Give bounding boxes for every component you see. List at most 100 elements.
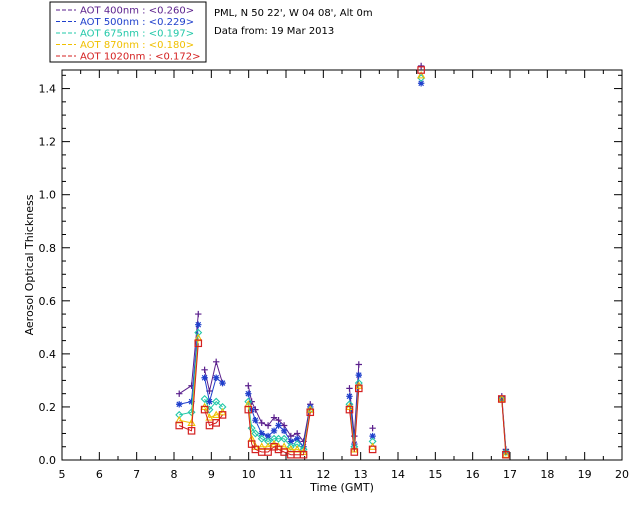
data-point: [176, 401, 183, 408]
y-tick-label: 0.6: [39, 295, 57, 308]
data-point: [417, 80, 425, 87]
data-point: [212, 358, 220, 366]
data-point: [274, 434, 283, 443]
data-point: [287, 438, 295, 445]
x-tick-label: 18: [540, 468, 554, 481]
data-point: [188, 398, 195, 405]
legend-entry: AOT 500nm : <0.229>: [80, 17, 194, 28]
x-tick-label: 12: [316, 468, 330, 481]
data-point: [497, 395, 506, 403]
y-axis-label: Aerosol Optical Thickness: [23, 194, 36, 335]
data-point: [212, 374, 220, 381]
data-point: [264, 422, 272, 429]
data-point: [212, 397, 221, 406]
data-point: [258, 419, 265, 427]
date-title: Data from: 19 Mar 2013: [214, 26, 334, 37]
data-point: [247, 424, 256, 433]
data-point: [270, 414, 278, 421]
x-tick-label: 5: [59, 468, 66, 481]
data-point: [252, 417, 259, 424]
data-point: [275, 422, 282, 429]
x-tick-label: 20: [615, 468, 629, 481]
data-point: [294, 435, 301, 442]
station-title: PML, N 50 22', W 04 08', Alt 0m: [214, 8, 373, 19]
data-point: [417, 70, 426, 79]
x-tick-label: 13: [354, 468, 368, 481]
data-point: [417, 66, 425, 74]
data-point: [270, 427, 278, 435]
data-point: [258, 430, 265, 437]
data-point: [346, 393, 353, 400]
x-tick-label: 19: [578, 468, 592, 481]
data-point: [175, 421, 184, 430]
data-point: [187, 408, 196, 417]
data-point: [205, 413, 214, 421]
data-point: [350, 448, 359, 456]
legend-entry: AOT 675nm : <0.197>: [80, 29, 194, 40]
data-point: [280, 434, 289, 443]
legend-entry: AOT 1020nm : <0.172>: [80, 52, 200, 63]
x-tick-label: 15: [428, 468, 442, 481]
series-line: [247, 401, 311, 451]
x-tick-label: 16: [466, 468, 480, 481]
data-point: [251, 429, 260, 438]
data-point: [369, 424, 376, 432]
data-point: [187, 427, 196, 435]
data-point: [201, 366, 208, 373]
series-line: [349, 388, 360, 453]
data-point: [280, 427, 288, 435]
data-point: [244, 405, 253, 414]
series-line: [204, 359, 223, 392]
data-point: [257, 434, 266, 443]
data-point: [345, 405, 354, 414]
x-tick-label: 14: [391, 468, 405, 481]
x-axis-label: Time (GMT): [309, 481, 374, 494]
data-point: [299, 450, 308, 459]
series-line: [247, 385, 311, 443]
legend-frame: [49, 1, 207, 63]
data-point: [195, 310, 202, 318]
data-point: [369, 432, 376, 440]
x-tick-label: 8: [171, 468, 178, 481]
x-tick-label: 10: [242, 468, 256, 481]
x-tick-label: 9: [208, 468, 215, 481]
data-point: [346, 385, 353, 392]
series-line: [247, 409, 311, 456]
series-line: [204, 398, 223, 411]
data-point: [195, 321, 202, 328]
data-point: [200, 405, 209, 414]
data-point: [176, 390, 183, 397]
data-point: [502, 450, 510, 459]
y-tick-label: 1.4: [39, 83, 57, 96]
data-point: [219, 379, 226, 387]
data-point: [417, 62, 425, 70]
x-tick-label: 17: [503, 468, 517, 481]
data-point: [264, 448, 272, 456]
series-5: [175, 66, 510, 459]
series-line: [179, 343, 199, 432]
data-point: [245, 390, 252, 397]
data-point: [368, 445, 377, 454]
data-point: [306, 408, 315, 417]
series-line: [179, 332, 199, 416]
y-tick-label: 1.0: [39, 189, 57, 202]
legend-entry: AOT 400nm : <0.260>: [80, 6, 194, 17]
legend-entry: AOT 870nm : <0.180>: [80, 40, 194, 51]
series-line: [204, 376, 223, 402]
data-point: [194, 339, 203, 348]
legend: AOT 400nm : <0.260>AOT 500nm : <0.229>AO…: [49, 1, 207, 63]
y-tick-label: 0.0: [39, 454, 57, 467]
x-tick-label: 11: [279, 468, 293, 481]
data-point: [212, 419, 220, 427]
data-point: [355, 371, 362, 379]
data-point: [286, 442, 295, 451]
y-tick-label: 0.8: [39, 242, 57, 255]
data-point: [218, 411, 227, 419]
y-tick-label: 0.4: [39, 348, 57, 361]
data-point: [264, 432, 272, 440]
data-point: [245, 382, 252, 389]
data-point: [501, 450, 511, 458]
data-point: [212, 410, 221, 419]
